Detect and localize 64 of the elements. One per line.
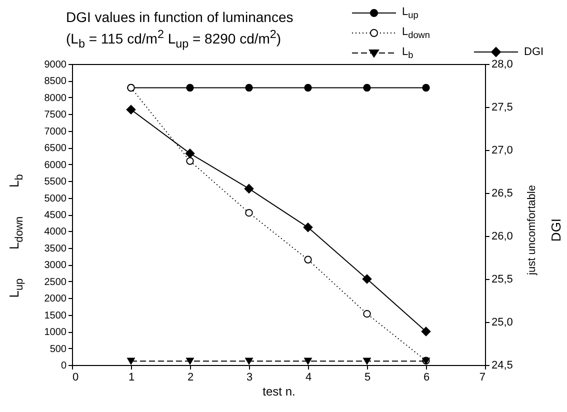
y-tick-label: 3000 <box>44 260 67 272</box>
point <box>245 358 253 365</box>
text: just uncomfortable <box>526 185 538 275</box>
y-tick-label: 500 <box>50 344 67 355</box>
x-tick-label: 0 <box>72 372 79 384</box>
y-tick-label: 7500 <box>44 110 67 121</box>
point <box>362 274 372 284</box>
y-tick-label: 2000 <box>44 294 67 305</box>
y-tick-label: 2500 <box>44 276 67 288</box>
y2-tick-label: 26,0 <box>492 230 513 242</box>
y2-tick-label: 25,0 <box>492 316 513 328</box>
y2-tick-label: 26,5 <box>492 188 513 200</box>
y2-tick-label: 28,0 <box>492 58 513 70</box>
point <box>363 84 371 92</box>
legend-label: DGI <box>524 46 544 58</box>
legend-label: L$_{up}$ <box>402 6 418 20</box>
point <box>363 358 371 365</box>
legend-label: L$_{b}$ <box>402 46 414 60</box>
point <box>245 208 253 217</box>
point <box>304 84 312 92</box>
y-tick-label: 8500 <box>44 76 67 88</box>
y-tick-label: 6000 <box>44 160 67 171</box>
x-axis-title: test n. <box>262 384 296 398</box>
x-tick-label: 1 <box>128 372 135 384</box>
y-tick-label: 5500 <box>44 176 67 188</box>
y2-axis-title: DGI <box>548 218 564 242</box>
point <box>127 358 135 365</box>
y-tick-label: 3500 <box>44 243 67 254</box>
x-tick-label: 5 <box>364 372 371 384</box>
y-tick-label: 1500 <box>44 310 67 322</box>
x-tick-label: 6 <box>423 372 430 384</box>
point <box>185 148 195 158</box>
point <box>244 184 254 194</box>
point <box>303 222 313 232</box>
y-tick-label: 0 <box>60 360 67 372</box>
legend-label: L$_{down}$ <box>402 26 430 40</box>
x-tick-label: 4 <box>305 372 312 384</box>
point <box>186 84 194 92</box>
point <box>421 326 431 336</box>
y-tick-label: 6500 <box>44 143 67 154</box>
point <box>422 84 430 92</box>
y-tick-label: 8000 <box>44 92 67 104</box>
point <box>186 157 194 165</box>
y2-tick-label: 27,5 <box>492 102 513 114</box>
point <box>304 256 312 264</box>
x-tick-label: 3 <box>246 372 253 384</box>
y-tick-label: 1000 <box>44 327 67 338</box>
y-tick-label: 4500 <box>44 210 67 221</box>
y2-tick-label: 27,0 <box>492 144 513 156</box>
y-tick-label: 4000 <box>44 226 67 238</box>
y2-tick-label: 24,5 <box>492 360 513 372</box>
y-tick-label: 5000 <box>44 193 67 204</box>
point <box>245 84 253 92</box>
x-tick-label: 2 <box>187 372 194 384</box>
point <box>186 358 194 365</box>
point <box>126 104 136 114</box>
text: (L$_{b}$ = 115 cd/m$^{2}$ L$_{up}$ = 8290 cd/m$^{2}$) <box>66 28 282 50</box>
chart-title: DGI values in function of luminances <box>66 9 294 25</box>
x-tick-label: 7 <box>479 372 486 384</box>
point <box>363 310 371 318</box>
point <box>304 358 312 365</box>
y-tick-label: 7000 <box>44 126 67 138</box>
y-tick-label: 9000 <box>44 60 67 70</box>
y2-tick-label: 25,5 <box>492 274 513 286</box>
